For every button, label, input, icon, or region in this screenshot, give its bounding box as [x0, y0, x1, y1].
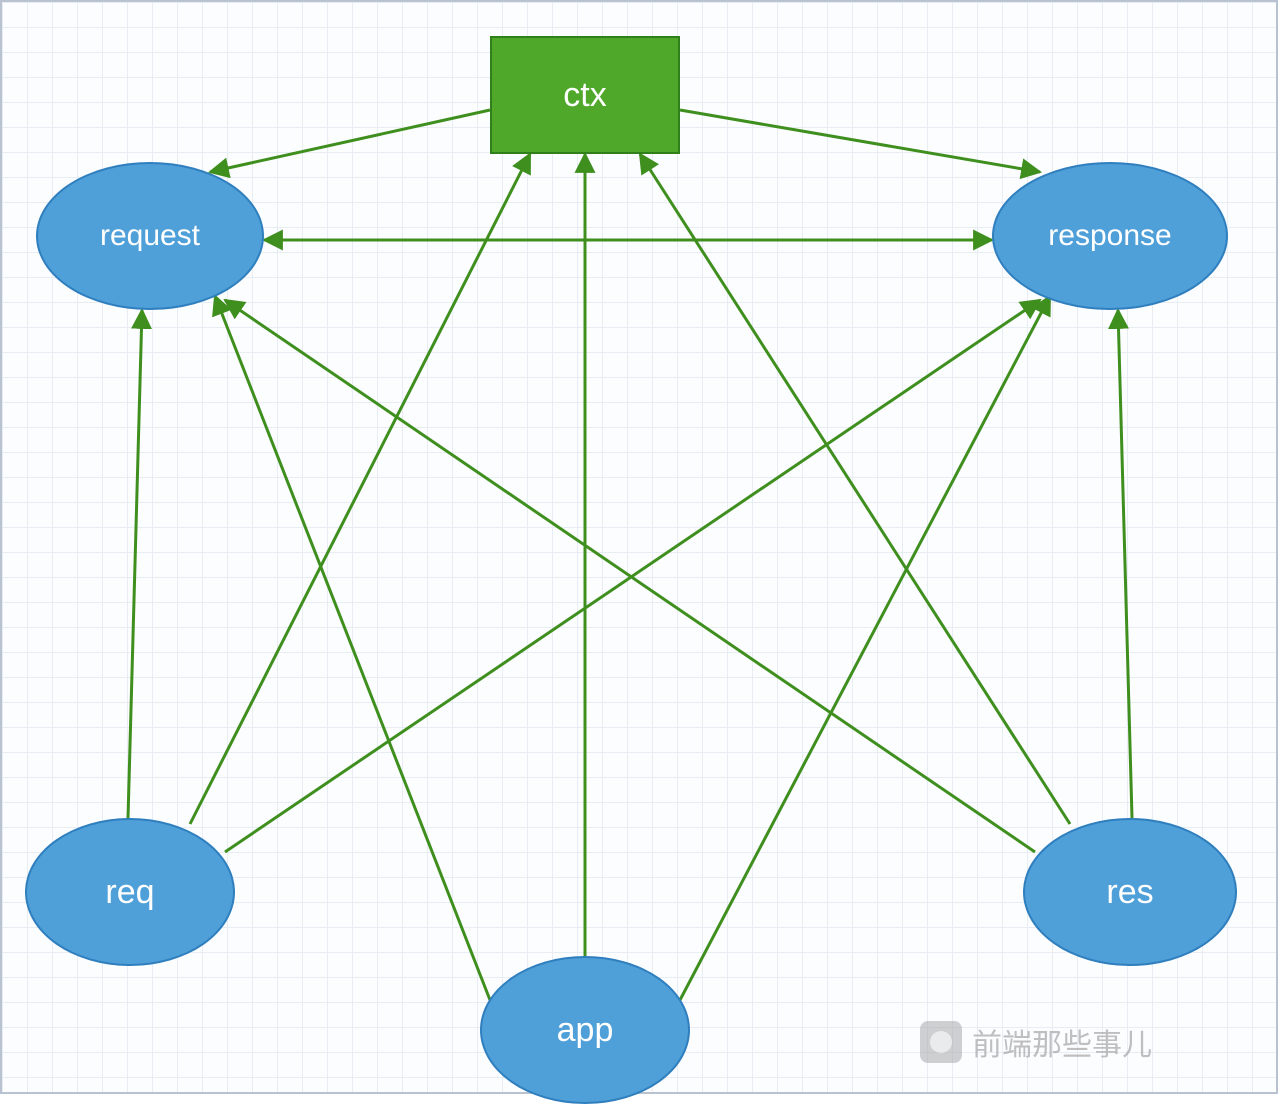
node-label-app: app [557, 1011, 614, 1050]
node-app: app [480, 956, 690, 1104]
node-label-res: res [1106, 873, 1153, 912]
wechat-icon [920, 1021, 962, 1063]
watermark: 前端那些事儿 [920, 1020, 1152, 1064]
node-label-request: request [100, 219, 200, 253]
watermark-text: 前端那些事儿 [972, 1020, 1152, 1064]
node-req: req [25, 818, 235, 966]
node-response: response [992, 162, 1228, 310]
node-label-req: req [105, 873, 154, 912]
node-ctx: ctx [490, 36, 680, 154]
node-label-response: response [1048, 219, 1171, 253]
node-label-ctx: ctx [563, 76, 606, 115]
node-res: res [1023, 818, 1237, 966]
node-request: request [36, 162, 264, 310]
